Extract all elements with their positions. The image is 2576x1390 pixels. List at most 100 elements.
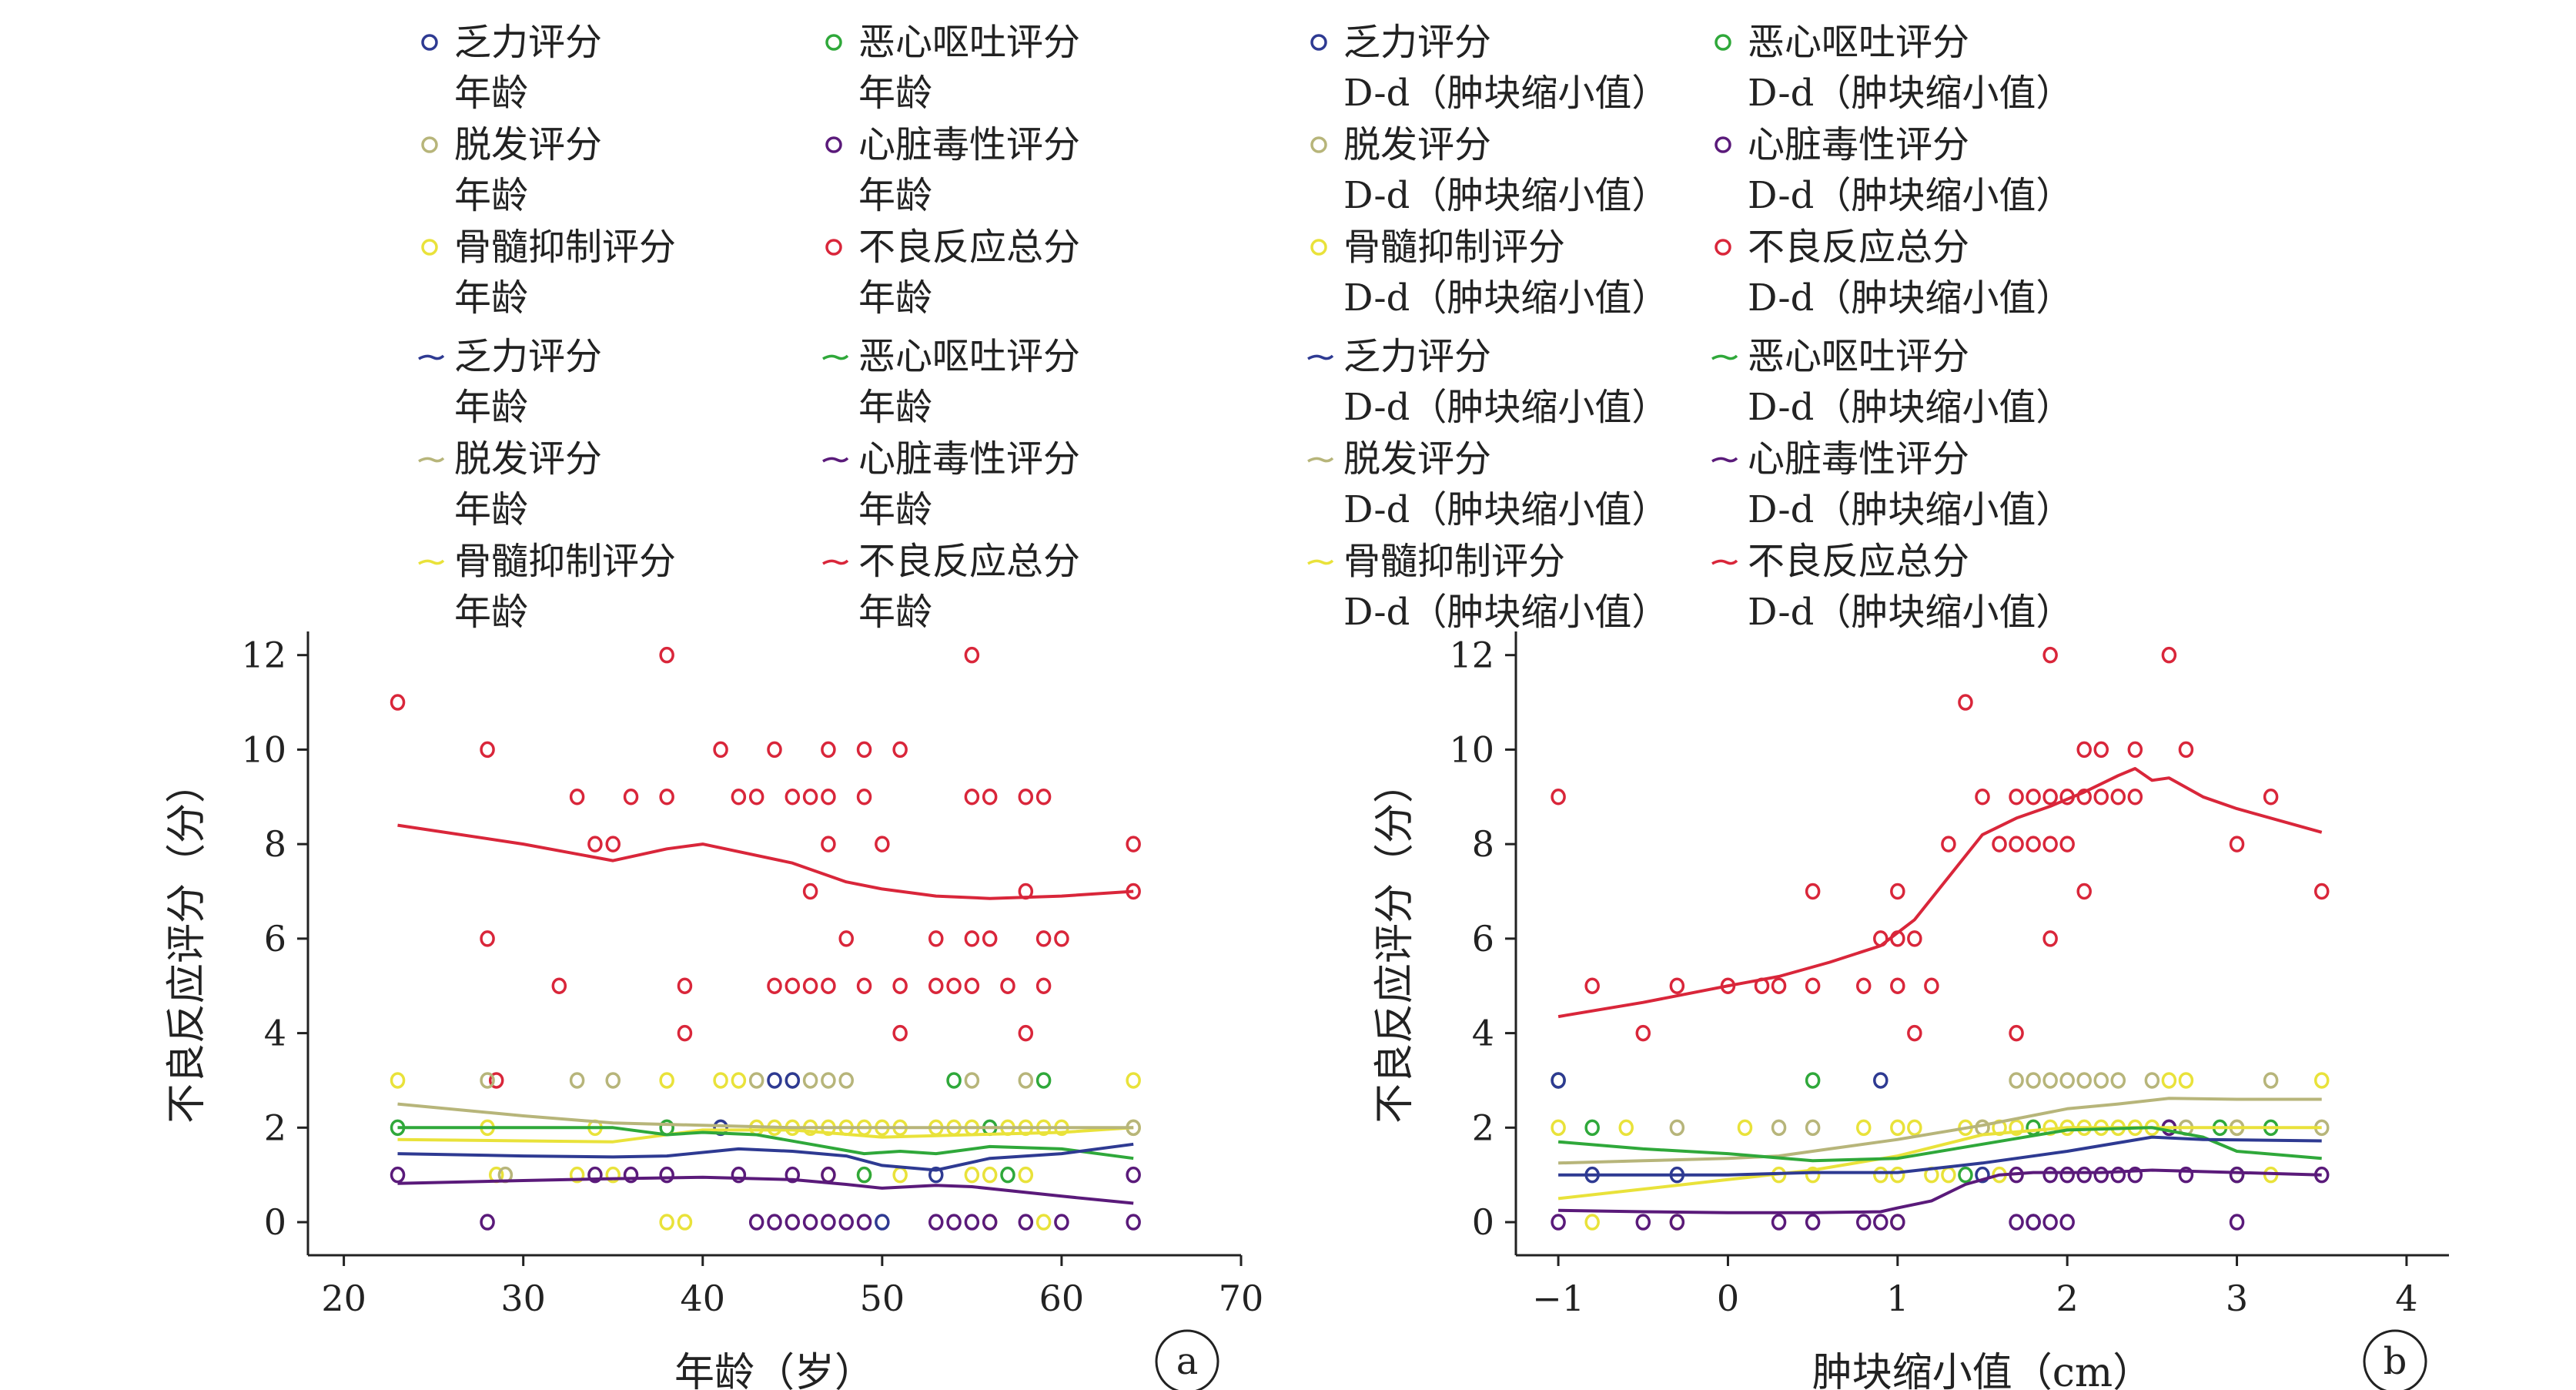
trend-line — [397, 1175, 1134, 1205]
data-point — [1958, 1166, 1973, 1184]
legend-sublabel: D-d（肿块缩小值） — [1748, 276, 2073, 320]
data-point — [731, 1072, 747, 1089]
data-point — [2076, 741, 2092, 759]
data-point — [946, 977, 962, 994]
data-point — [802, 789, 818, 806]
data-point — [964, 789, 980, 806]
data-point — [2313, 883, 2330, 900]
data-point — [1035, 1214, 1052, 1231]
data-point — [2042, 836, 2058, 852]
data-point — [1035, 1072, 1052, 1089]
data-point — [1669, 1119, 1685, 1137]
data-point — [2161, 646, 2177, 664]
legend-sublabel: 年龄 — [454, 386, 529, 429]
trend-line — [397, 1142, 1134, 1172]
data-point — [1551, 789, 1566, 806]
data-point — [2144, 1072, 2160, 1089]
data-point — [2110, 1166, 2126, 1184]
data-point — [1805, 977, 1821, 994]
data-point — [2093, 1166, 2109, 1184]
data-point — [748, 1072, 764, 1089]
data-point — [838, 1072, 854, 1089]
data-point — [964, 646, 980, 664]
data-point — [1975, 1166, 1990, 1184]
data-point — [2009, 1024, 2024, 1042]
data-point — [856, 741, 872, 759]
data-point — [713, 741, 728, 759]
data-point — [892, 1166, 908, 1184]
data-point — [821, 977, 836, 994]
data-point — [1126, 1072, 1141, 1089]
legend-label: 心脏毒性评分 — [1748, 123, 1970, 166]
data-point — [964, 1072, 980, 1089]
data-point — [1584, 1119, 1600, 1137]
trend-line — [397, 1126, 1134, 1144]
data-point — [1941, 836, 1956, 852]
data-point — [1873, 1214, 1889, 1231]
data-point — [488, 1072, 504, 1089]
y-axis-label: 不良反应评分（分） — [164, 763, 210, 1124]
legend-label: 骨髓抑制评分 — [454, 226, 677, 269]
legend-sublabel: D-d（肿块缩小值） — [1343, 591, 1669, 634]
data-point — [390, 1072, 406, 1089]
y-tick-label: 12 — [241, 635, 286, 676]
data-point — [928, 930, 944, 947]
data-point — [2026, 1119, 2041, 1137]
data-point — [480, 1072, 495, 1089]
data-point — [838, 930, 854, 947]
legend-marker-icon — [1715, 136, 1731, 153]
data-point — [2076, 789, 2092, 806]
legend-line-icon — [1307, 354, 1334, 360]
data-point — [1907, 1024, 1922, 1042]
data-point — [785, 1072, 801, 1089]
legend-label: 乏力评分 — [1343, 21, 1492, 64]
data-point — [2093, 1072, 2109, 1089]
data-point — [623, 1166, 639, 1184]
data-point — [605, 1072, 621, 1089]
data-point — [1635, 1024, 1651, 1042]
data-point — [480, 930, 495, 947]
trend-line — [1557, 1126, 2322, 1163]
data-point — [659, 1166, 674, 1184]
legend-label: 不良反应总分 — [858, 540, 1081, 583]
data-point — [785, 977, 801, 994]
data-point — [1873, 1166, 1889, 1184]
data-point — [1771, 977, 1787, 994]
data-point — [946, 1072, 962, 1089]
data-point — [2059, 1072, 2075, 1089]
data-point — [480, 1214, 495, 1231]
data-point — [2042, 1214, 2058, 1231]
x-tick-label: 0 — [1717, 1278, 1739, 1319]
data-point — [2059, 1166, 2075, 1184]
legend-sublabel: 年龄 — [858, 386, 933, 429]
trend-line — [1558, 1097, 2322, 1165]
data-point — [2009, 789, 2024, 806]
panel-b: 乏力评分 D-d（肿块缩小值） 恶心呕吐评分 D-d（肿块缩小值） 脱发评分 D-d（肿块… — [1288, 0, 2576, 1390]
data-point — [748, 789, 764, 806]
legend-sublabel: 年龄 — [454, 276, 529, 320]
data-point — [2229, 1166, 2245, 1184]
trend-line — [1557, 767, 2323, 1019]
y-tick-label: 2 — [264, 1107, 286, 1148]
data-point — [2042, 930, 2058, 947]
data-point — [1805, 1119, 1821, 1137]
y-tick-label: 0 — [264, 1201, 286, 1243]
legend-line-icon — [1307, 559, 1334, 565]
x-tick-label: 20 — [321, 1278, 366, 1319]
y-tick-label: 4 — [1472, 1013, 1494, 1054]
x-axis-label: 肿块缩小值（cm） — [1812, 1350, 2153, 1390]
y-axis-label: 不良反应评分（分） — [1372, 763, 1418, 1124]
data-point — [1890, 1119, 1905, 1137]
trend-line — [397, 1102, 1134, 1130]
data-point — [2093, 741, 2109, 759]
data-point — [1126, 1214, 1141, 1231]
data-point — [1907, 930, 1922, 947]
x-tick-label: 2 — [2056, 1278, 2079, 1319]
data-point — [2263, 789, 2279, 806]
legend-sublabel: 年龄 — [858, 276, 933, 320]
data-point — [1126, 836, 1141, 852]
data-point — [2059, 836, 2075, 852]
data-point — [875, 1214, 890, 1231]
data-point — [2127, 741, 2143, 759]
data-point — [1054, 1214, 1069, 1231]
